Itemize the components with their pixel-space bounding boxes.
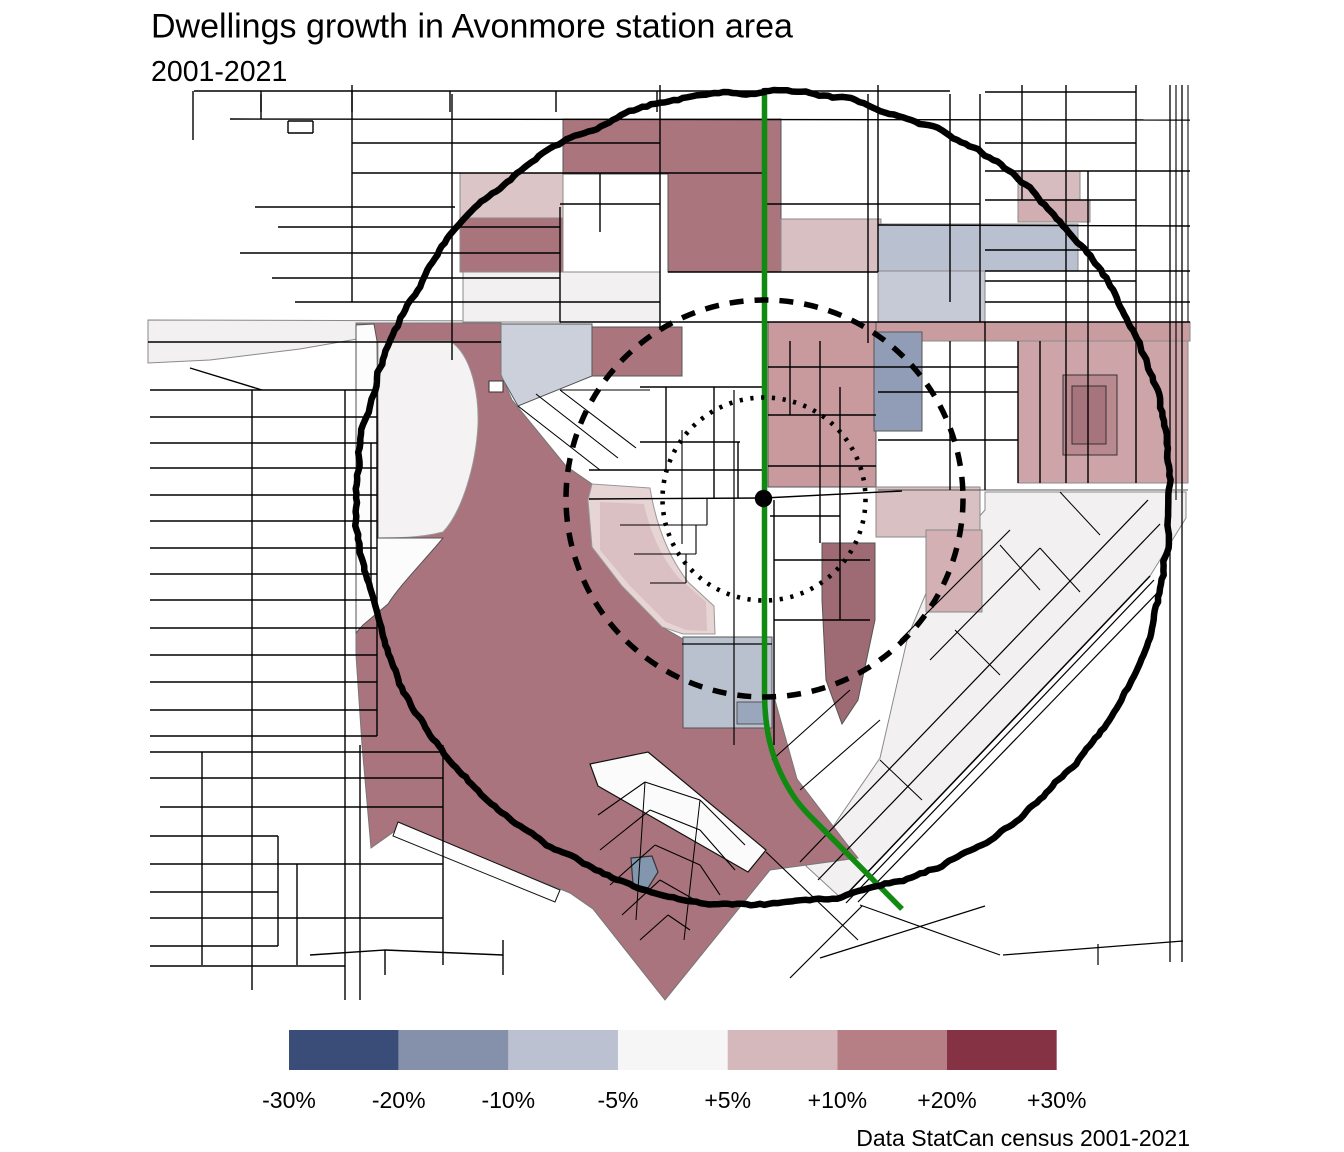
svg-text:-20%: -20% xyxy=(372,1087,426,1113)
svg-text:+5%: +5% xyxy=(704,1087,751,1113)
svg-text:+30%: +30% xyxy=(1027,1087,1086,1113)
svg-text:+10%: +10% xyxy=(808,1087,867,1113)
svg-text:-10%: -10% xyxy=(481,1087,535,1113)
svg-text:-5%: -5% xyxy=(598,1087,639,1113)
svg-text:Dwellings growth in Avonmore s: Dwellings growth in Avonmore station are… xyxy=(151,8,793,46)
svg-text:2001-2021: 2001-2021 xyxy=(151,56,287,88)
svg-text:Data StatCan census 2001-2021: Data StatCan census 2001-2021 xyxy=(856,1125,1190,1151)
svg-text:-30%: -30% xyxy=(262,1087,316,1113)
svg-text:+20%: +20% xyxy=(917,1087,976,1113)
